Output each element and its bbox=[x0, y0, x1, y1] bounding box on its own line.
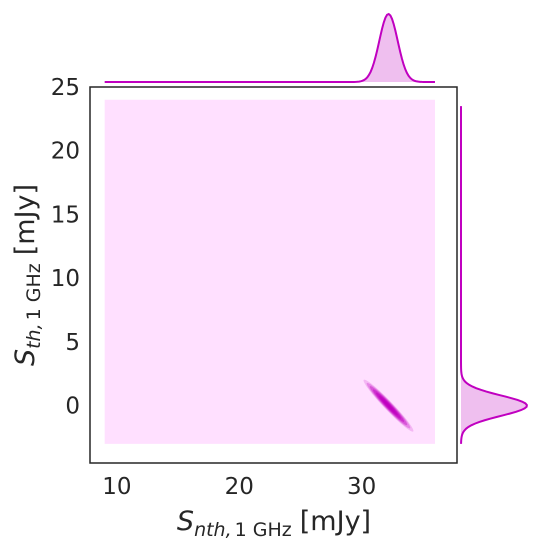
x-axis-label: Snth, 1 GHz [mJy] bbox=[177, 506, 371, 541]
x-tick-labels: 10 20 30 bbox=[102, 474, 376, 500]
y-tick-label: 0 bbox=[65, 394, 80, 420]
x-marginal-curve bbox=[104, 12, 435, 83]
y-tick-label: 15 bbox=[51, 202, 80, 228]
y-marginal-fill bbox=[461, 373, 527, 439]
x-tick-label: 10 bbox=[102, 474, 131, 500]
y-tick-labels: 0 5 10 15 20 25 bbox=[51, 75, 80, 420]
y-marginal-curve bbox=[460, 106, 528, 444]
kde-background-region bbox=[104, 99, 435, 444]
main-panel: 10 20 30 0 5 10 15 20 25 bbox=[51, 75, 458, 500]
x-tick-label: 30 bbox=[347, 474, 376, 500]
right-marginal bbox=[460, 106, 528, 444]
x-tick-label: 20 bbox=[225, 474, 254, 500]
x-marginal-fill bbox=[359, 14, 418, 82]
y-tick-label: 10 bbox=[51, 266, 80, 292]
top-marginal bbox=[104, 12, 435, 83]
kde-contour-level bbox=[384, 401, 393, 410]
y-tick-label: 25 bbox=[51, 75, 80, 101]
y-tick-label: 5 bbox=[65, 330, 80, 356]
y-axis-label: Sth,1 GHz[mJy] bbox=[10, 184, 45, 366]
kde-contours bbox=[363, 379, 414, 432]
y-tick-label: 20 bbox=[51, 139, 80, 165]
